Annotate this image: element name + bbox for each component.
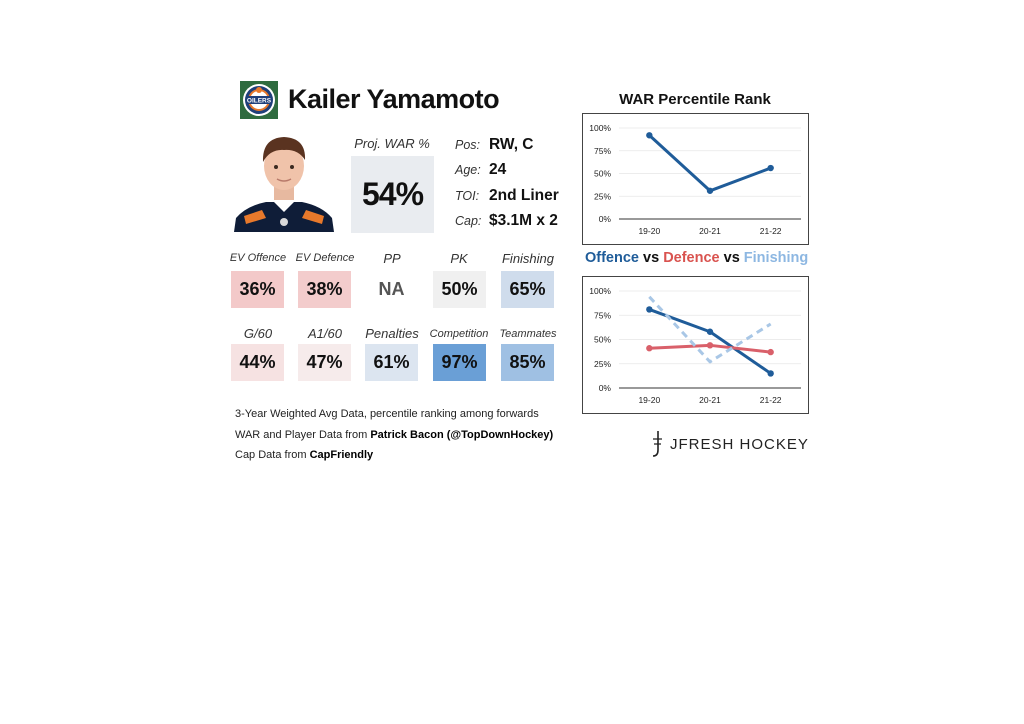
ovs-chart-title: Offence vs Defence vs Finishing [585, 250, 808, 266]
ovs-chart-point [706, 342, 714, 349]
ovs-chart-point [767, 370, 774, 377]
stat-tile-ev-offence: 36% [231, 271, 284, 308]
stat-tile-competition: 97% [433, 344, 486, 381]
ovs-chart-y-tick-label: 0% [599, 383, 612, 393]
stat-label-ev-defence: EV Defence [295, 252, 355, 264]
stat-label-competition: Competition [429, 328, 489, 340]
info-label-pos: Pos: [455, 138, 481, 152]
credit-line-1: 3-Year Weighted Avg Data, percentile ran… [235, 408, 539, 420]
stat-label-penalties: Penalties [365, 326, 419, 341]
logo-text: OILERS [247, 98, 272, 105]
ovs-chart-point [646, 306, 653, 313]
ovs-chart-point [767, 348, 774, 356]
war-chart-svg: 0% 25% 50% 75% 100% 19-20 20-21 21-22 [589, 123, 801, 236]
ovs-chart-y-tick-label: 100% [589, 286, 611, 296]
player-name: Kailer Yamamoto [288, 84, 500, 114]
info-label-cap: Cap: [455, 214, 482, 228]
stat-label-pp: PP [383, 251, 401, 266]
war-chart-x-tick-label: 21-22 [760, 226, 782, 236]
ovs-chart-x-tick-label: 21-22 [760, 395, 782, 405]
ovs-title-vs-1: vs [639, 250, 664, 266]
stat-tile-g60: 44% [231, 344, 284, 381]
credit-line-2-source: Patrick Bacon (@TopDownHockey) [370, 429, 554, 441]
war-chart-y-tick-label: 0% [599, 214, 612, 224]
war-chart-y-tick-label: 50% [594, 169, 611, 179]
war-chart-x-tick-label: 20-21 [699, 226, 721, 236]
credit-line-2: WAR and Player Data from Patrick Bacon (… [235, 429, 553, 441]
ovs-title-finishing: Finishing [743, 250, 809, 266]
stat-tile-ev-defence: 38% [298, 271, 351, 308]
war-chart-point [767, 164, 774, 172]
stat-tile-a160: 47% [298, 344, 351, 381]
stat-label-teammates: Teammates [499, 328, 557, 340]
ovs-chart-y-tick-label: 75% [594, 310, 611, 320]
info-label-age: Age: [455, 163, 481, 177]
ovs-chart: 0% 25% 50% 75% 100% 19-20 20-21 21-22 [582, 276, 809, 414]
ovs-chart-y-tick-label: 50% [594, 335, 611, 345]
stat-label-finishing: Finishing [501, 251, 555, 266]
credit-line-3: Cap Data from CapFriendly [235, 449, 373, 461]
credit-line-3-source: CapFriendly [309, 449, 374, 461]
credit-line-3-prefix: Cap Data from [235, 449, 310, 461]
war-chart-point [646, 132, 653, 139]
stat-label-a160: A1/60 [308, 326, 342, 341]
brand-icon [652, 431, 662, 457]
stat-label-g60: G/60 [243, 326, 273, 341]
ovs-chart-x-tick-label: 19-20 [638, 395, 660, 405]
stat-tile-finishing: 65% [501, 271, 554, 308]
ovs-title-offence: Offence [585, 250, 639, 266]
ovs-chart-x-tick-label: 20-21 [699, 395, 721, 405]
credit-line-2-prefix: WAR and Player Data from [235, 429, 371, 441]
war-chart-y-tick-label: 75% [594, 146, 611, 156]
stat-tile-pp: NA [365, 271, 418, 308]
info-value-pos: RW, C [489, 136, 534, 153]
stat-label-pk: PK [450, 251, 468, 266]
player-photo [232, 132, 336, 232]
info-value-toi: 2nd Liner [489, 187, 559, 204]
brand: JFRESH HOCKEY [650, 430, 809, 458]
war-chart-y-tick-label: 100% [589, 123, 611, 133]
ovs-chart-y-tick-label: 25% [594, 359, 611, 369]
stat-tile-penalties: 61% [365, 344, 418, 381]
stat-tile-teammates: 85% [501, 344, 554, 381]
ovs-title-defence: Defence [663, 250, 720, 266]
proj-war-value: 54% [361, 176, 424, 212]
proj-war-box: 54% [351, 156, 434, 233]
war-chart-y-tick-label: 25% [594, 191, 611, 201]
war-chart-title: WAR Percentile Rank [619, 91, 771, 108]
info-value-age: 24 [489, 161, 507, 178]
ovs-chart-series-line [648, 295, 772, 364]
info-value-cap: $3.1M x 2 [489, 212, 558, 229]
war-chart-point [706, 187, 714, 194]
war-chart-series-line [648, 134, 772, 193]
stat-label-ev-offence: EV Offence [229, 252, 287, 264]
brand-text: JFRESH HOCKEY [670, 435, 809, 453]
war-chart: 0% 25% 50% 75% 100% 19-20 20-21 21-22 [582, 113, 809, 245]
info-label-toi: TOI: [455, 189, 480, 203]
ovs-chart-svg: 0% 25% 50% 75% 100% 19-20 20-21 21-22 [589, 286, 801, 405]
proj-war-label: Proj. WAR % [354, 136, 430, 151]
ovs-chart-point [706, 328, 714, 335]
team-logo: OILERS [240, 81, 278, 119]
stat-tile-pk: 50% [433, 271, 486, 308]
war-chart-x-tick-label: 19-20 [638, 226, 660, 236]
ovs-title-vs-2: vs [719, 250, 744, 266]
ovs-chart-point [646, 345, 653, 352]
